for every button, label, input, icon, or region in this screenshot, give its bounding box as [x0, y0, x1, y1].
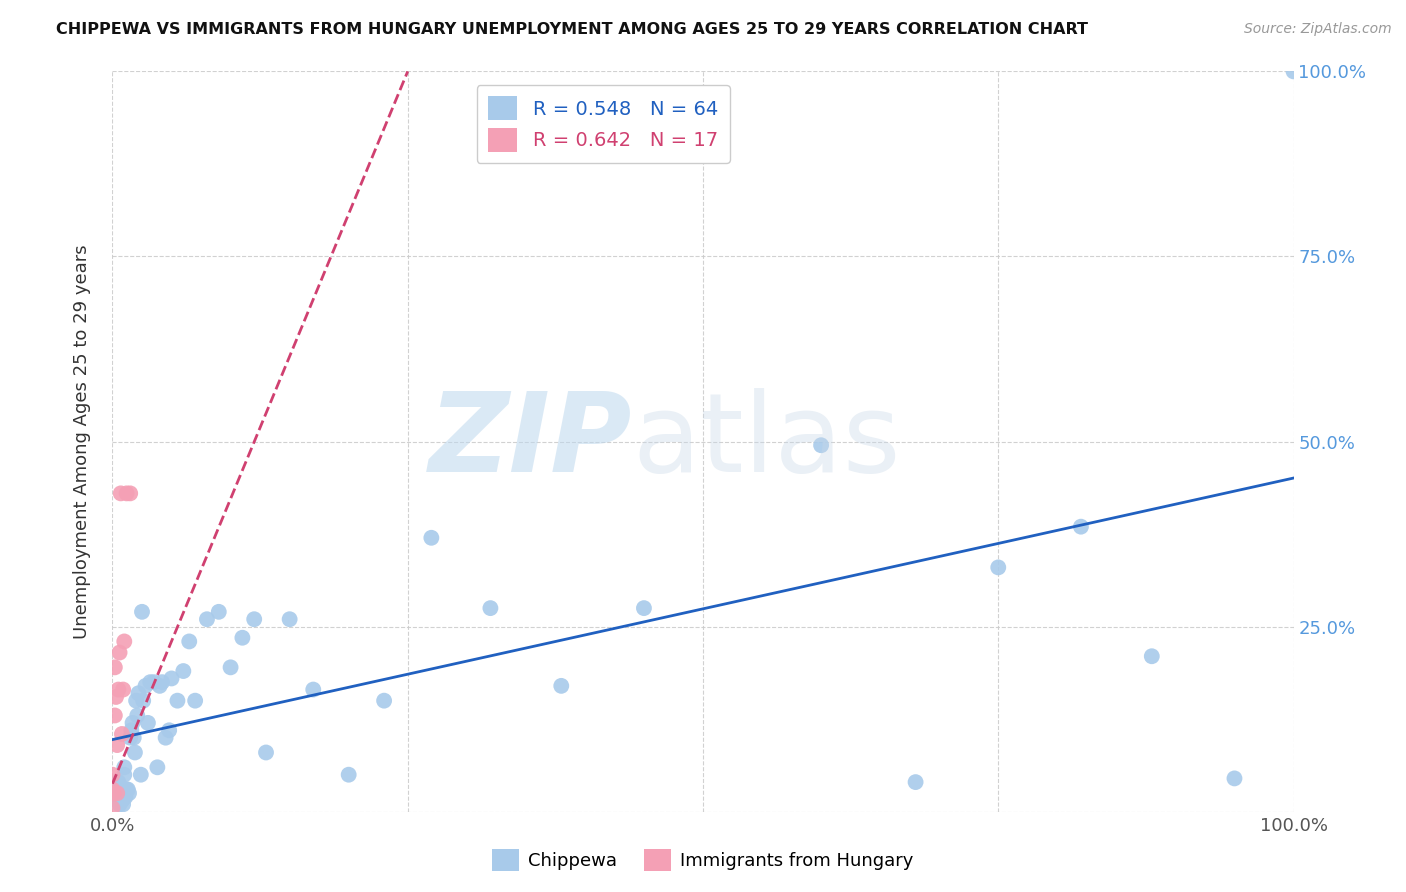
- Point: [122, 731, 145, 745]
- Point: [127, 708, 149, 723]
- Point: [105, 786, 128, 800]
- Point: [115, 486, 138, 500]
- Point: [112, 760, 135, 774]
- Point: [110, 789, 132, 804]
- Point: [142, 675, 165, 690]
- Point: [124, 746, 146, 760]
- Point: [135, 679, 157, 693]
- Point: [243, 612, 266, 626]
- Point: [633, 601, 655, 615]
- Point: [146, 760, 169, 774]
- Point: [112, 797, 135, 812]
- Point: [195, 612, 218, 626]
- Point: [136, 715, 159, 730]
- Point: [278, 612, 301, 626]
- Point: [107, 775, 129, 789]
- Point: [125, 694, 148, 708]
- Point: [150, 675, 173, 690]
- Point: [129, 767, 152, 781]
- Point: [108, 646, 131, 660]
- Point: [810, 438, 832, 452]
- Point: [112, 767, 135, 781]
- Point: [1070, 519, 1092, 533]
- Point: [104, 789, 127, 804]
- Text: atlas: atlas: [633, 388, 901, 495]
- Point: [1282, 64, 1305, 78]
- Y-axis label: Unemployment Among Ages 25 to 29 years: Unemployment Among Ages 25 to 29 years: [73, 244, 91, 639]
- Point: [219, 660, 242, 674]
- Point: [132, 694, 155, 708]
- Point: [107, 682, 129, 697]
- Point: [373, 694, 395, 708]
- Point: [105, 794, 128, 808]
- Point: [302, 682, 325, 697]
- Point: [120, 723, 142, 738]
- Point: [118, 786, 141, 800]
- Point: [337, 767, 360, 781]
- Point: [172, 664, 194, 678]
- Point: [254, 746, 277, 760]
- Text: Source: ZipAtlas.com: Source: ZipAtlas.com: [1244, 22, 1392, 37]
- Point: [105, 779, 128, 793]
- Point: [149, 679, 172, 693]
- Point: [1140, 649, 1163, 664]
- Point: [117, 782, 139, 797]
- Point: [105, 738, 128, 752]
- Point: [101, 782, 124, 797]
- Text: CHIPPEWA VS IMMIGRANTS FROM HUNGARY UNEMPLOYMENT AMONG AGES 25 TO 29 YEARS CORRE: CHIPPEWA VS IMMIGRANTS FROM HUNGARY UNEM…: [56, 22, 1088, 37]
- Point: [184, 694, 207, 708]
- Point: [550, 679, 572, 693]
- Point: [166, 694, 188, 708]
- Point: [120, 486, 142, 500]
- Point: [121, 715, 143, 730]
- Point: [111, 786, 134, 800]
- Point: [479, 601, 502, 615]
- Point: [139, 675, 162, 690]
- Point: [127, 686, 149, 700]
- Point: [111, 794, 134, 808]
- Point: [115, 782, 138, 797]
- Point: [112, 782, 135, 797]
- Point: [105, 690, 128, 704]
- Point: [111, 727, 134, 741]
- Point: [112, 682, 135, 697]
- Point: [208, 605, 231, 619]
- Point: [108, 797, 131, 812]
- Point: [120, 731, 142, 745]
- Point: [101, 801, 124, 815]
- Legend: R = 0.548   N = 64, R = 0.642   N = 17: R = 0.548 N = 64, R = 0.642 N = 17: [477, 85, 730, 163]
- Point: [112, 634, 135, 648]
- Text: ZIP: ZIP: [429, 388, 633, 495]
- Point: [114, 789, 136, 804]
- Point: [179, 634, 201, 648]
- Point: [104, 660, 127, 674]
- Legend: Chippewa, Immigrants from Hungary: Chippewa, Immigrants from Hungary: [485, 842, 921, 879]
- Point: [160, 672, 183, 686]
- Point: [987, 560, 1010, 574]
- Point: [231, 631, 253, 645]
- Point: [101, 767, 124, 781]
- Point: [420, 531, 443, 545]
- Point: [904, 775, 927, 789]
- Point: [157, 723, 180, 738]
- Point: [110, 486, 132, 500]
- Point: [131, 605, 153, 619]
- Point: [103, 786, 125, 800]
- Point: [104, 708, 127, 723]
- Point: [110, 782, 132, 797]
- Point: [155, 731, 177, 745]
- Point: [107, 786, 129, 800]
- Point: [1223, 772, 1246, 786]
